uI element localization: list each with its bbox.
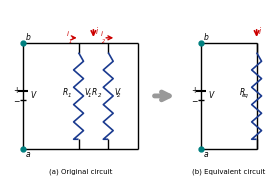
Text: V: V [114, 88, 119, 98]
Text: R: R [92, 88, 97, 98]
Text: −: − [13, 97, 19, 106]
Text: b: b [204, 33, 209, 42]
Text: +: + [191, 86, 198, 94]
Text: V: V [30, 91, 35, 100]
Text: +: + [13, 86, 19, 94]
Text: R: R [62, 88, 68, 98]
Text: V: V [84, 88, 90, 98]
Text: 2: 2 [102, 39, 105, 44]
Text: 1: 1 [88, 93, 91, 98]
Text: V: V [208, 91, 213, 100]
Text: a: a [204, 150, 209, 159]
Text: 1: 1 [68, 93, 72, 98]
Text: (a) Original circuit: (a) Original circuit [49, 168, 112, 175]
Text: eq: eq [242, 93, 249, 98]
Text: −: − [191, 97, 198, 106]
Text: 2: 2 [98, 93, 101, 98]
Text: R: R [240, 88, 245, 98]
Text: (b) Equivalent circuit: (b) Equivalent circuit [192, 168, 266, 175]
Text: a: a [26, 150, 31, 159]
Text: i: i [100, 31, 102, 37]
Text: i: i [67, 31, 69, 37]
Text: i: i [95, 27, 98, 36]
Text: b: b [26, 33, 31, 42]
Text: 1: 1 [68, 39, 72, 44]
Text: i: i [259, 27, 261, 36]
Text: 2: 2 [117, 93, 120, 98]
